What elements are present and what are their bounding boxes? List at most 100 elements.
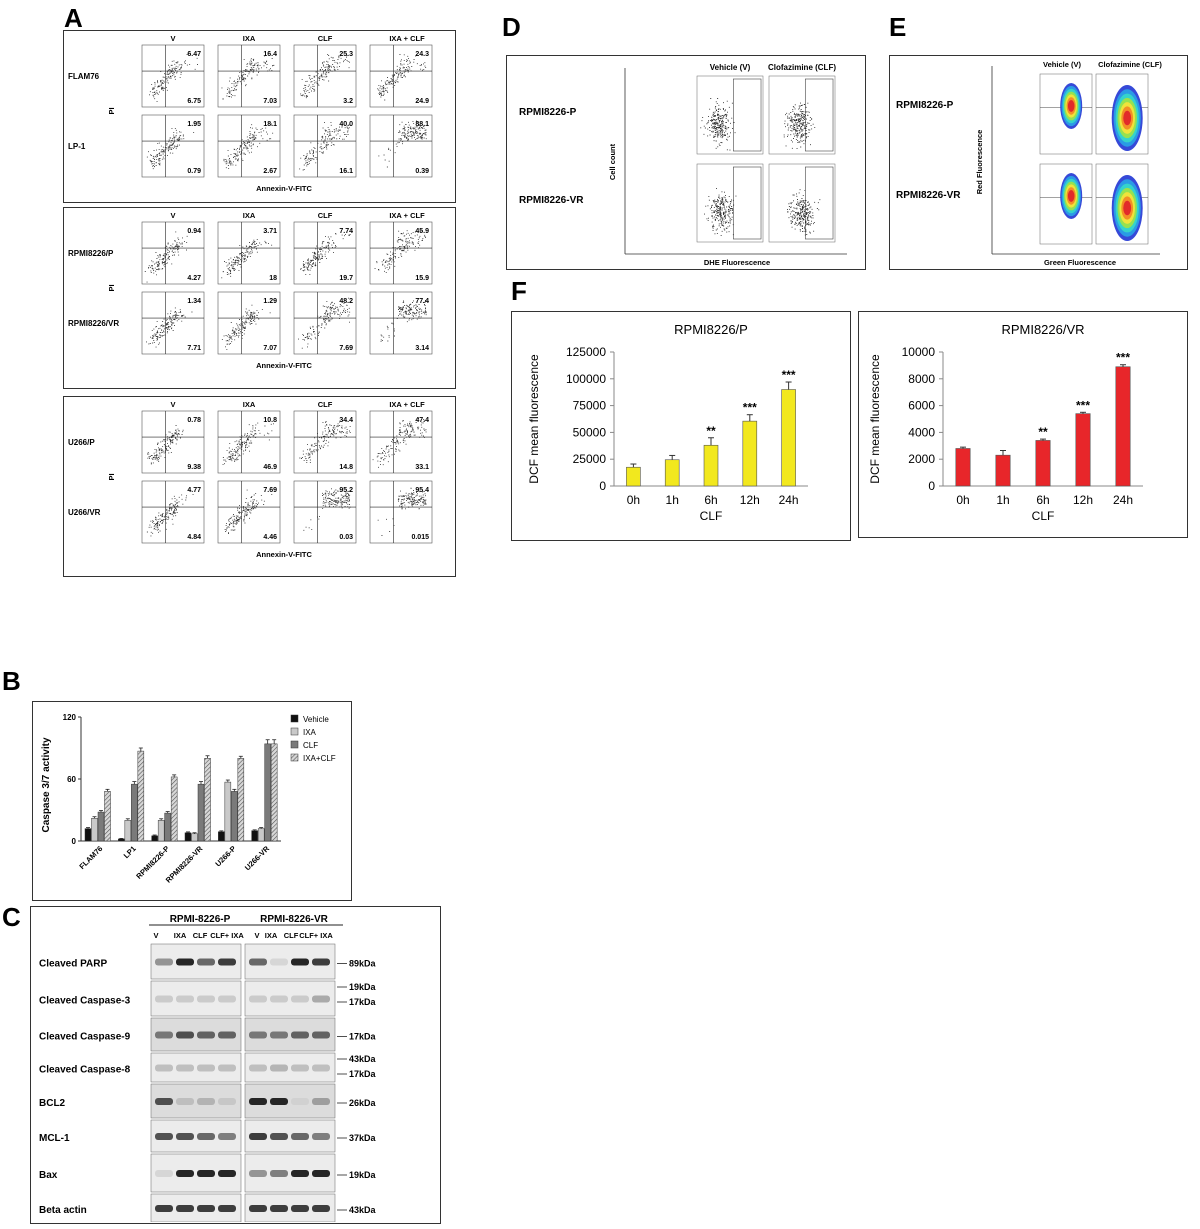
quadrant-value-upper: 16.4: [263, 51, 277, 58]
y-tick-label: 50000: [573, 425, 607, 439]
scatter-points: [377, 487, 427, 536]
condition-header: IXA + CLF: [389, 400, 425, 409]
bar: [955, 448, 971, 487]
protein-band: [270, 1133, 288, 1140]
condition-header: Vehicle (V): [710, 63, 751, 72]
cell-line-label: U266/VR: [68, 508, 101, 517]
scatter-points: [146, 493, 194, 537]
legend-swatch: [290, 753, 299, 762]
condition-header: CLF: [318, 211, 333, 220]
panel-c-western-blot: RPMI-8226-P RPMI-8226-VRV IXA CLF CLF+ IXA V I…: [39, 914, 377, 1223]
blot-row-label: Cleaved Caspase-8: [39, 1065, 131, 1076]
gate-box: [733, 78, 762, 152]
protein-band: [197, 1098, 215, 1105]
x-tick-label: 1h: [996, 493, 1009, 507]
panel-f-right: RPMI8226/VR 0 2000 4000 6000 8000 10000 DCF mea…: [858, 311, 1188, 538]
quadrant-value-upper: 95.4: [415, 487, 429, 494]
y-tick-label: 8000: [908, 372, 935, 386]
bar: [204, 758, 211, 842]
density-contour: [1067, 100, 1075, 112]
quadrant-value-upper: 4.77: [187, 487, 201, 494]
scatter-points: [787, 189, 821, 236]
scatter-points: [223, 123, 274, 169]
protein-band: [270, 1064, 288, 1072]
y-tick-label: 6000: [908, 399, 935, 413]
quadrant-value-lower: 4.46: [263, 534, 277, 541]
legend-swatch: [290, 740, 299, 749]
flow-plot: 18.1 2.67: [217, 114, 281, 178]
bar: [664, 459, 680, 487]
scatter-points: [303, 488, 351, 531]
plot-frame: [768, 163, 836, 243]
scatter-points: [378, 120, 427, 168]
bar: [191, 833, 198, 842]
bar: [264, 743, 271, 842]
molecular-weight-label: 19kDa: [349, 982, 377, 992]
panel-letter-d: D: [502, 12, 521, 42]
bar: [164, 812, 171, 842]
bar: [118, 838, 125, 842]
protein-band: [155, 1031, 173, 1039]
flow-plot: 95.2 0.03: [293, 480, 357, 544]
condition-header: CLF: [318, 400, 333, 409]
quadrant-value-lower: 33.1: [415, 464, 429, 471]
y-tick-label: 60: [67, 775, 76, 784]
protein-band: [312, 1098, 330, 1105]
flow-plot: 4.77 4.84: [141, 480, 205, 544]
protein-band: [176, 995, 194, 1003]
protein-band: [155, 995, 173, 1003]
panel-f-left-chart: RPMI8226/P 0 25000 50000 75000 100000 125000 DC…: [527, 322, 808, 523]
chart-title: RPMI8226/P: [674, 322, 748, 337]
protein-band: [176, 1098, 194, 1105]
quadrant-value-upper: 7.74: [339, 228, 353, 235]
quadrant-value-lower: 2.67: [263, 168, 277, 175]
bar: [781, 389, 796, 487]
scatter-points: [224, 489, 273, 535]
plot-frame: [369, 114, 433, 178]
flow-plot: [768, 75, 836, 155]
plot-frame: [141, 221, 205, 285]
x-axis-label: Annexin-V-FITC: [256, 361, 312, 370]
significance-marker: ***: [1076, 398, 1090, 412]
y-tick-label: 125000: [566, 345, 606, 359]
condition-header: Clofazimine (CLF): [768, 63, 836, 72]
protein-band: [312, 1170, 330, 1177]
quadrant-value-lower: 14.8: [339, 464, 353, 471]
quadrant-value-upper: 1.95: [187, 121, 201, 128]
panel-letter-c: C: [2, 902, 21, 932]
scatter-points: [298, 297, 351, 349]
molecular-weight-label: 37kDa: [349, 1133, 377, 1143]
group-label: RPMI-8226-VR: [260, 914, 329, 925]
x-axis-label: CLF: [700, 509, 723, 523]
blot-strip: [150, 1193, 242, 1223]
lane-label: CLF: [284, 931, 299, 940]
condition-header: IXA: [243, 211, 256, 220]
blot-strip: [244, 1153, 336, 1193]
blot-row-label: Cleaved Caspase-3: [39, 996, 131, 1007]
cell-line-label: RPMI8226-VR: [519, 195, 584, 206]
quadrant-value-upper: 40.0: [339, 121, 353, 128]
blot-background: [244, 980, 336, 1017]
quadrant-value-lower: 3.14: [415, 345, 429, 352]
protein-band: [291, 995, 309, 1003]
protein-band: [291, 1031, 309, 1039]
lane-label: IXA: [174, 931, 187, 940]
quadrant-value-upper: 7.69: [263, 487, 277, 494]
protein-band: [155, 1133, 173, 1140]
plot-frame: [141, 44, 205, 108]
flow-plot: [696, 163, 764, 243]
x-tick-label: 0h: [627, 493, 640, 507]
quadrant-value-upper: 34.4: [339, 417, 353, 424]
scatter-points: [704, 187, 737, 237]
protein-band: [270, 958, 288, 966]
gate-box: [733, 166, 762, 240]
protein-band: [291, 1170, 309, 1177]
y-axis-label: DCF mean fluorescence: [868, 354, 882, 484]
cell-line-label: RPMI8226-P: [896, 100, 954, 111]
quadrant-value-upper: 1.34: [187, 298, 201, 305]
panel-letter-a: A: [64, 3, 83, 33]
protein-band: [197, 1133, 215, 1140]
scatter-points: [221, 304, 271, 351]
condition-header: Vehicle (V): [1043, 60, 1081, 69]
significance-marker: **: [1038, 425, 1048, 439]
